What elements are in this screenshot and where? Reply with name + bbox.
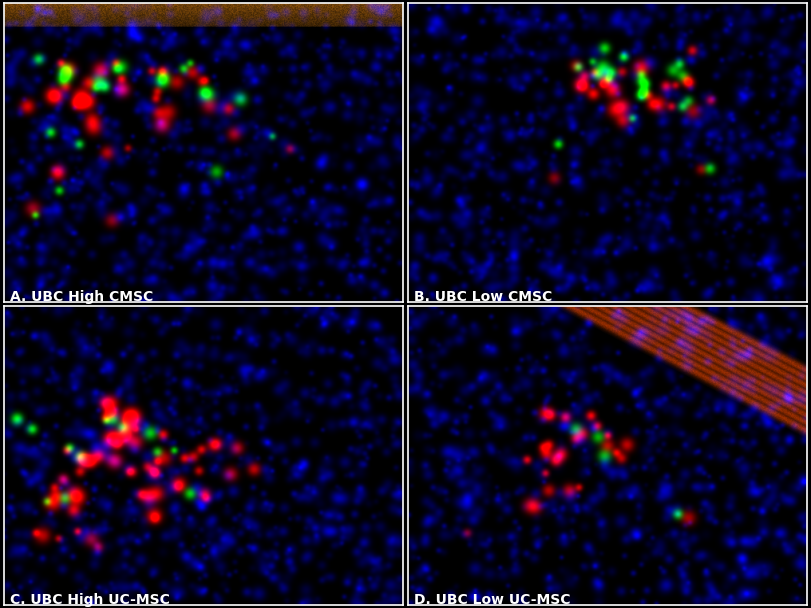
Text: C. UBC High UC-MSC: C. UBC High UC-MSC — [10, 593, 170, 607]
Text: D. UBC Low UC-MSC: D. UBC Low UC-MSC — [414, 593, 571, 607]
Text: B. UBC Low CMSC: B. UBC Low CMSC — [414, 290, 553, 304]
Text: A. UBC High CMSC: A. UBC High CMSC — [10, 290, 153, 304]
